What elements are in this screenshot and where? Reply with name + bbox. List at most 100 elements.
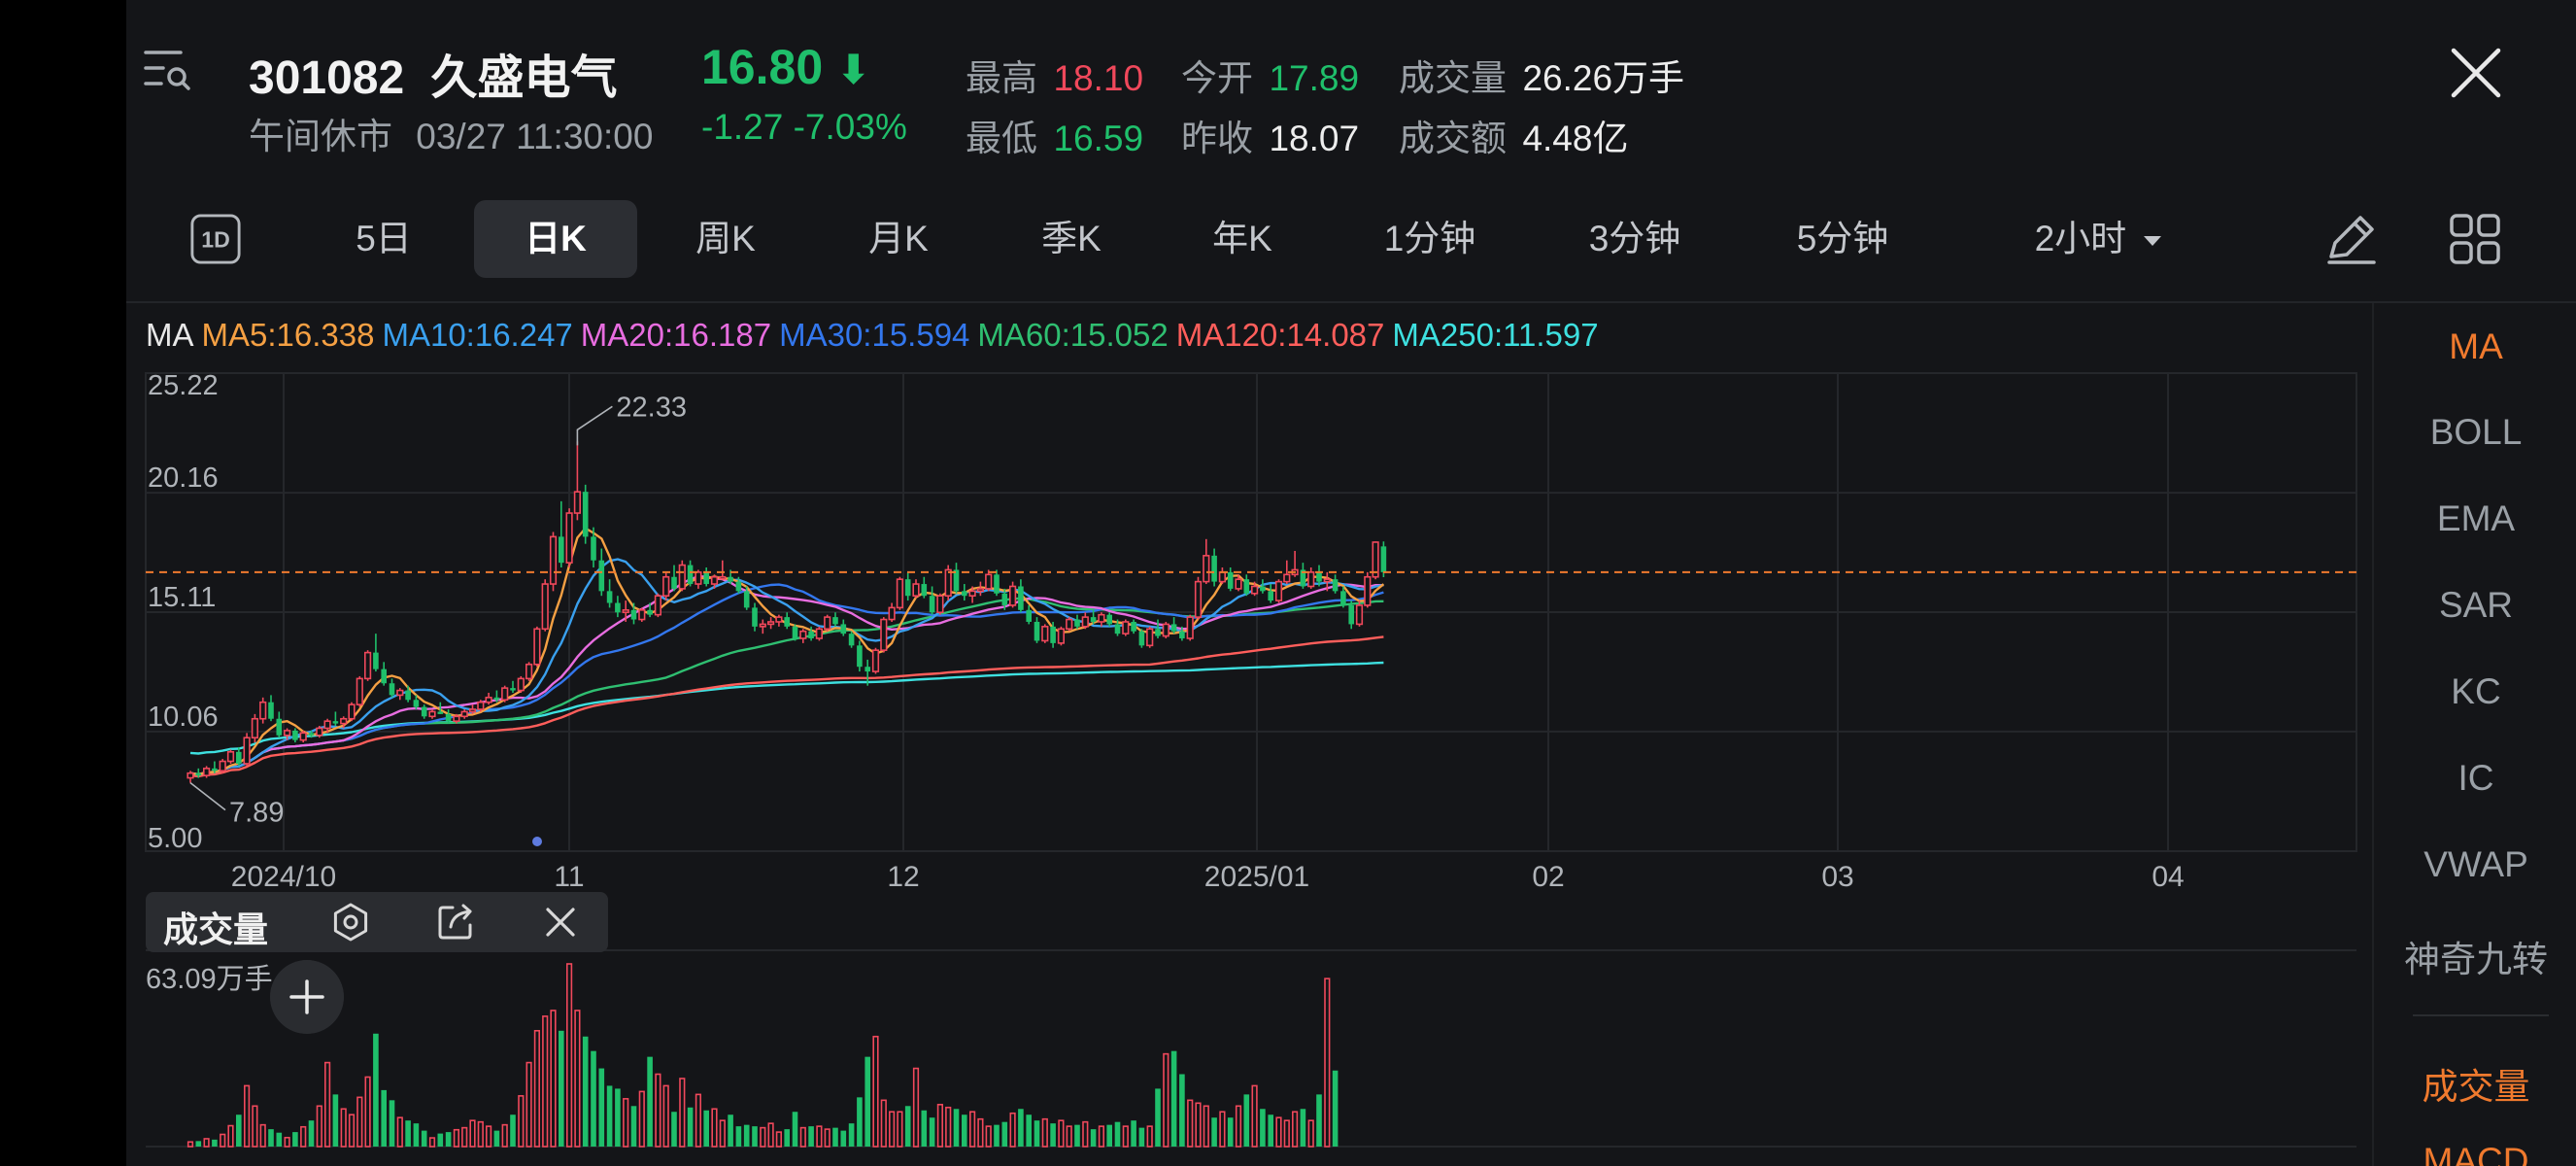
tab-yearly-k[interactable]: 年K [1212,219,1272,258]
candle-body-down [848,634,855,646]
candle-body-up [453,715,460,722]
volume-bar-down [405,1120,411,1147]
sub-indicator-volume[interactable]: 成交量 [2422,1067,2530,1107]
candle [695,569,702,589]
candle [1090,609,1097,625]
candle [615,596,621,618]
candle-body-down [1211,555,1217,582]
volume-bar-up [968,1111,976,1148]
candle-body-down [1074,619,1080,627]
volume-bar-up [912,1067,920,1148]
volume-bar-up [1292,1111,1299,1148]
volume-bar-down [606,1085,613,1147]
kline-chart[interactable]: 25.22 20.16 15.11 10.06 5.00 2024/10 11 12 2025/… [126,303,2372,1166]
volume-bar-down [1243,1094,1250,1147]
grid-layout-icon[interactable] [2446,210,2504,268]
indicator-ma[interactable]: MA [2449,326,2503,366]
candle-body-down [921,584,928,597]
candle-body-up [985,573,993,590]
volume-bar-up [1041,1117,1048,1148]
indicator-kc[interactable]: KC [2451,671,2501,711]
tab-quarterly-k[interactable]: 季K [1041,219,1102,258]
indicator-boll[interactable]: BOLL [2429,412,2523,452]
candle [799,629,807,643]
volume-bar-up [542,1015,549,1148]
tab-1d[interactable]: 1D [188,200,243,278]
candle-body-down [808,631,814,639]
candle [1274,579,1283,603]
share-icon[interactable] [433,900,478,944]
stat-open: 今开 17.89 [1181,49,1359,101]
tab-5min[interactable]: 5分钟 [1796,219,1889,258]
volume-bar-up [1066,1125,1072,1148]
stat-label: 今开 [1181,58,1253,98]
settings-icon[interactable] [328,900,373,944]
period-tabs: 1D 5日 日K 周K 月K 季K 年K 1分钟 3分钟 5分钟 2小时 [126,200,2576,278]
volume-bar-down [1018,1109,1024,1147]
draw-pen-icon[interactable] [2322,210,2380,268]
candle-body-down [1380,546,1387,572]
candle-body-up [622,609,629,614]
candle [985,569,993,592]
stat-label: 昨收 [1181,119,1253,158]
candle-body-up [468,708,477,713]
candle-body-up [356,677,363,705]
ma-legend-item: MA60:15.052 [977,317,1169,353]
indicator-td9[interactable]: 神奇九转 [2404,940,2548,979]
indicator-ic[interactable]: IC [2457,758,2494,798]
candle-body-down [268,702,274,719]
candle [832,612,838,627]
volume-bar-up [356,1096,363,1148]
app-window: 301082 久盛电气 午间休市 03/27 11:30:00 16.80 ⬇ … [126,0,2576,1166]
close-icon[interactable] [538,900,583,944]
candle-body-up [477,701,485,710]
tab-weekly-k[interactable]: 周K [695,219,756,258]
candle [396,688,404,701]
candle [1081,612,1089,630]
volume-bar-down [728,1115,733,1147]
candle-body-down [615,602,621,613]
stat-value: 18.07 [1269,119,1360,158]
sub-indicator-macd[interactable]: MACD [2423,1141,2529,1166]
candle [1155,619,1161,639]
indicator-ema[interactable]: EMA [2436,498,2516,538]
tab-monthly-k[interactable]: 月K [868,219,929,258]
candle-body-up [871,649,880,672]
volume-bar-down [647,1056,653,1147]
volume-bar-up [897,1111,903,1148]
candle-body-up [719,575,727,580]
tab-daily-k[interactable]: 日K [474,200,637,278]
volume-bar-up [244,1084,251,1148]
volume-bar-up [1283,1119,1290,1148]
candle [1316,565,1322,587]
candle [493,690,500,703]
candle-body-down [784,617,790,627]
watchlist-search-icon[interactable] [142,45,192,95]
volume-bar-down [929,1117,935,1147]
candle [766,617,775,630]
volume-bar-up [1324,977,1331,1148]
volume-bar-down [493,1130,500,1147]
candle [1146,626,1154,648]
tab-1min[interactable]: 1分钟 [1383,219,1476,258]
add-indicator-icon[interactable] [270,960,344,1034]
tab-5day[interactable]: 5日 [356,219,412,258]
candle-body-down [1050,626,1056,643]
close-icon[interactable] [2446,43,2506,103]
candle [994,569,1000,597]
candle [1227,567,1234,592]
candle [186,771,194,783]
volume-bar-up [252,1105,258,1148]
volume-bar-up [1235,1105,1242,1148]
tab-3min[interactable]: 3分钟 [1588,219,1681,258]
indicator-sar[interactable]: SAR [2438,585,2514,625]
tab-2hour[interactable]: 2小时 [2001,200,2195,278]
volume-bar-up [300,1125,307,1148]
candle [1106,612,1112,627]
candle-body-up [1323,578,1331,583]
candle-body-down [1340,591,1346,605]
candle [888,602,896,622]
candle [276,711,283,738]
volume-bar-down [389,1100,395,1147]
indicator-vwap[interactable]: VWAP [2423,844,2528,884]
